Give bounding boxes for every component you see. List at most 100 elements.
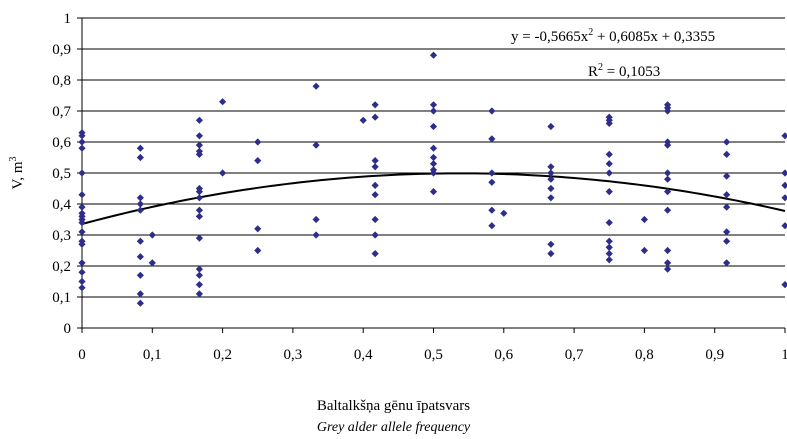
data-point	[195, 290, 204, 298]
x-tick-label: 0,5	[424, 347, 443, 363]
data-point	[547, 240, 555, 248]
x-tick-label: 0	[78, 347, 86, 363]
data-point	[195, 271, 204, 279]
y-tick-label: 0,4	[52, 197, 71, 213]
data-point	[78, 132, 86, 140]
data-point	[371, 181, 379, 189]
data-point	[605, 256, 613, 264]
data-point	[663, 188, 672, 196]
data-point	[136, 144, 144, 152]
data-point	[781, 132, 787, 140]
data-point	[254, 225, 262, 233]
data-point	[78, 219, 86, 227]
data-point	[254, 246, 262, 255]
data-point	[78, 277, 86, 286]
data-point	[663, 246, 672, 255]
data-point	[663, 107, 672, 115]
data-point	[429, 144, 438, 152]
data-point	[371, 191, 379, 199]
x-axis-label-english: Grey alder allele frequency	[316, 420, 471, 435]
data-point	[781, 222, 787, 230]
data-point	[195, 116, 204, 124]
data-point	[723, 150, 731, 158]
data-point	[371, 231, 379, 239]
y-tick-label: 0,1	[52, 290, 71, 306]
data-point	[640, 215, 648, 224]
data-point	[547, 194, 555, 202]
data-point	[254, 157, 262, 165]
y-tick-label: 0,5	[52, 166, 71, 182]
trendline	[81, 172, 786, 225]
data-point	[723, 237, 731, 245]
data-point	[136, 194, 144, 202]
data-point	[78, 228, 86, 236]
data-point	[312, 82, 320, 90]
data-point	[371, 215, 379, 224]
data-point	[148, 259, 156, 267]
data-point	[547, 184, 555, 193]
data-point	[371, 113, 379, 121]
data-point	[663, 265, 672, 273]
data-point	[195, 141, 204, 149]
y-tick-label: 0,7	[52, 104, 71, 120]
data-point	[78, 284, 86, 292]
data-point	[136, 237, 144, 245]
trendline-equation: y = -0,5665x2 + 0,6085x + 0,3355	[511, 27, 715, 45]
data-point	[605, 219, 613, 227]
data-point	[195, 188, 204, 196]
data-point	[195, 265, 204, 273]
data-point	[78, 203, 86, 211]
data-point	[136, 253, 144, 261]
data-points	[78, 51, 787, 307]
data-point	[488, 107, 496, 115]
y-tick-label: 0,6	[52, 135, 71, 151]
data-point	[605, 160, 613, 168]
data-point	[78, 240, 86, 248]
data-point	[663, 259, 672, 267]
data-point	[136, 299, 144, 307]
data-point	[663, 175, 672, 183]
x-tick-label: 0,7	[565, 347, 584, 363]
axes	[77, 17, 786, 333]
data-point	[663, 141, 672, 149]
x-tick-label: 1	[781, 347, 787, 363]
data-point	[723, 203, 731, 211]
data-point	[371, 250, 379, 258]
data-point	[723, 191, 731, 199]
data-point	[488, 222, 496, 230]
y-tick-label: 0,2	[52, 259, 71, 275]
data-point	[547, 122, 555, 131]
data-point	[312, 215, 320, 224]
data-point	[359, 116, 367, 124]
data-point	[195, 194, 204, 202]
data-point	[371, 163, 379, 171]
y-axis-label-text: V, m3	[8, 156, 26, 189]
x-tick-label: 0,1	[143, 347, 162, 363]
y-tick-label: 1	[64, 11, 72, 27]
data-point	[605, 243, 613, 251]
data-point	[488, 178, 496, 186]
data-point	[429, 122, 438, 131]
x-tick-label: 0,9	[705, 347, 724, 363]
data-point	[254, 138, 262, 146]
data-point	[219, 98, 227, 106]
data-point	[781, 169, 787, 177]
data-point	[78, 268, 86, 276]
data-point	[78, 191, 86, 199]
data-point	[723, 259, 731, 267]
data-point	[723, 138, 731, 146]
data-point	[312, 141, 320, 149]
x-axis-label: Baltalkšņa gēnu īpatsvars	[316, 398, 471, 414]
data-point	[605, 169, 613, 177]
data-point	[547, 250, 555, 258]
data-point	[640, 246, 648, 255]
data-point	[312, 231, 320, 239]
data-point	[136, 206, 144, 214]
data-point	[488, 206, 496, 214]
data-point	[136, 271, 144, 279]
data-point	[195, 234, 204, 242]
data-point	[195, 206, 204, 214]
data-point	[78, 144, 86, 152]
data-point	[219, 169, 227, 177]
